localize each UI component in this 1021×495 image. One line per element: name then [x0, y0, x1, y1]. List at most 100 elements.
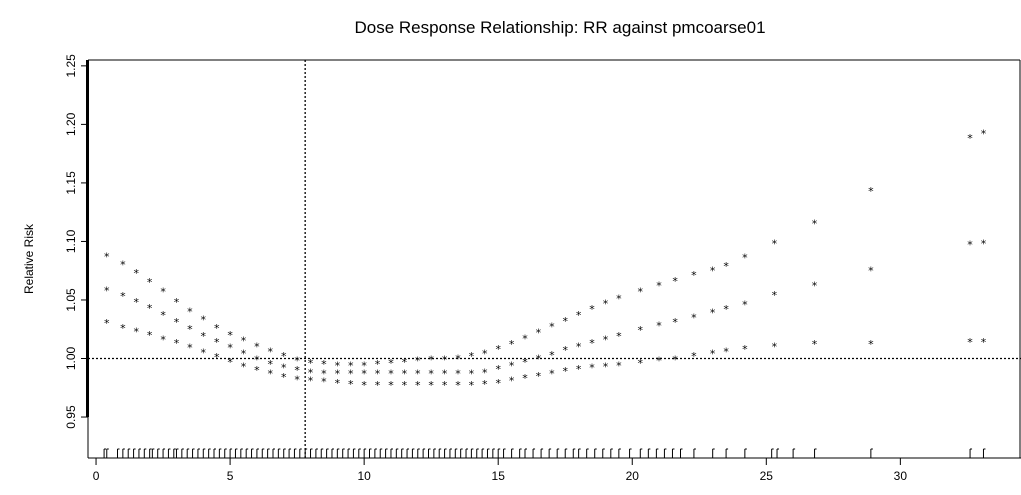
data-point-lower: * [104, 317, 110, 330]
data-point-lower: * [281, 371, 287, 384]
data-point-upper: * [603, 297, 609, 310]
data-point-estimate: * [227, 342, 233, 355]
data-point-estimate: * [589, 337, 595, 350]
data-point-estimate: * [772, 289, 778, 302]
data-point-lower: * [321, 376, 327, 389]
plot-frame [88, 59, 1021, 458]
series-lower: * * * * * * * * * * * * * * * * * * * * * * * * * * * * * * * * * * * * * * * *… [104, 317, 987, 392]
data-point-estimate: * [388, 367, 394, 380]
data-point-upper: * [616, 293, 622, 306]
data-point-lower: * [616, 359, 622, 372]
data-point-estimate: * [214, 336, 220, 349]
data-point-lower: * [402, 379, 408, 392]
data-point-lower: * [522, 372, 528, 385]
data-point-lower: * [187, 342, 193, 355]
data-point-upper: * [522, 332, 528, 345]
data-point-estimate: * [254, 353, 260, 366]
data-point-estimate: * [576, 341, 582, 354]
axes: 0.95 1.00 1.05 1.10 1.15 1.20 1.25 0 5 10 15 20 25 30 [64, 54, 1021, 483]
data-point-lower: * [214, 351, 220, 364]
data-point-lower: * [254, 364, 260, 377]
data-point-lower: * [723, 345, 729, 358]
data-point-estimate: * [616, 330, 622, 343]
data-point-estimate: * [134, 296, 140, 309]
data-point-estimate: * [402, 367, 408, 380]
data-point-upper: * [656, 280, 662, 293]
data-point-upper: * [772, 238, 778, 251]
data-point-upper: * [134, 267, 140, 280]
data-point-upper: * [469, 350, 475, 363]
data-point-upper: * [742, 252, 748, 265]
data-point-upper: * [281, 350, 287, 363]
data-point-upper: * [495, 343, 501, 356]
data-point-upper: * [723, 260, 729, 273]
data-point-upper: * [428, 353, 434, 366]
data-point-estimate: * [104, 284, 110, 297]
data-point-lower: * [348, 378, 354, 391]
data-point-estimate: * [549, 349, 555, 362]
data-point-lower: * [589, 362, 595, 375]
data-point-upper: * [691, 269, 697, 282]
y-tick-label: 1.00 [64, 346, 78, 370]
data-point-upper: * [147, 276, 153, 289]
data-point-lower: * [536, 370, 542, 383]
data-point-lower: * [442, 379, 448, 392]
data-point-upper: * [348, 359, 354, 372]
data-point-estimate: * [160, 309, 166, 322]
data-point-estimate: * [562, 344, 568, 357]
data-point-lower: * [981, 336, 987, 349]
data-point-upper: * [335, 359, 341, 372]
data-point-estimate: * [201, 330, 207, 343]
data-point-estimate: * [348, 367, 354, 380]
data-point-upper: * [981, 128, 987, 141]
data-point-upper: * [227, 329, 233, 342]
data-point-upper: * [549, 321, 555, 334]
data-point-estimate: * [335, 367, 341, 380]
data-point-estimate: * [442, 367, 448, 380]
data-point-upper: * [402, 356, 408, 369]
data-point-upper: * [160, 286, 166, 299]
y-axis-label: Relative Risk [22, 223, 36, 294]
x-tick-label: 5 [227, 469, 234, 483]
data-point-estimate: * [308, 366, 314, 379]
data-point-estimate: * [241, 348, 247, 361]
data-point-upper: * [321, 358, 327, 371]
data-point-estimate: * [294, 364, 300, 377]
data-point-upper: * [812, 218, 818, 231]
data-point-lower: * [772, 341, 778, 354]
data-point-upper: * [562, 315, 568, 328]
x-tick-label: 10 [357, 469, 371, 483]
data-point-upper: * [268, 345, 274, 358]
data-point-estimate: * [603, 334, 609, 347]
data-point-upper: * [214, 322, 220, 335]
data-point-lower: * [638, 357, 644, 370]
data-point-estimate: * [495, 363, 501, 376]
data-point-lower: * [201, 346, 207, 359]
data-point-estimate: * [428, 367, 434, 380]
data-point-estimate: * [174, 316, 180, 329]
data-point-lower: * [147, 329, 153, 342]
data-point-lower: * [509, 375, 515, 388]
data-point-lower: * [160, 334, 166, 347]
data-point-lower: * [174, 337, 180, 350]
data-point-lower: * [691, 350, 697, 363]
y-tick-label: 1.20 [64, 112, 78, 136]
data-point-lower: * [576, 363, 582, 376]
data-point-upper: * [201, 314, 207, 327]
data-point-estimate: * [967, 239, 973, 252]
data-point-estimate: * [742, 298, 748, 311]
data-point-estimate: * [415, 367, 421, 380]
y-tick-label: 1.05 [64, 288, 78, 312]
data-point-estimate: * [710, 307, 716, 320]
data-point-upper: * [361, 359, 367, 372]
data-point-lower: * [455, 379, 461, 392]
x-tick-label: 30 [894, 469, 908, 483]
data-point-upper: * [638, 286, 644, 299]
data-point-estimate: * [321, 367, 327, 380]
data-point-lower: * [375, 379, 381, 392]
data-point-lower: * [388, 379, 394, 392]
data-point-upper: * [388, 357, 394, 370]
data-point-estimate: * [375, 367, 381, 380]
data-point-estimate: * [455, 367, 461, 380]
